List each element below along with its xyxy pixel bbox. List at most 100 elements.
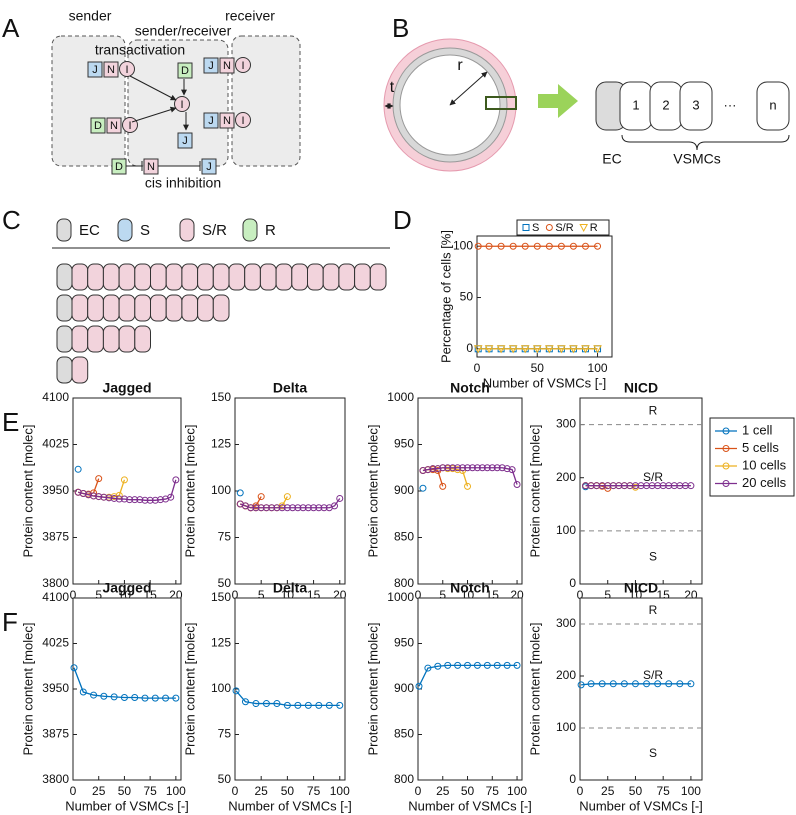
y-tick-label: 900 [394,681,414,695]
chart-title: Delta [273,380,307,396]
marker [100,692,108,700]
label: VSMCs [673,151,720,167]
marker [273,504,281,512]
marker [257,504,265,512]
marker [141,694,149,702]
legend-swatch [242,218,258,242]
marker [497,242,505,250]
marker [503,465,511,473]
sr-cell [338,263,356,291]
marker [241,698,249,706]
marker [419,467,427,475]
sr-cell [275,263,293,291]
y-tick-label: 1000 [387,590,414,604]
marker [520,345,530,354]
sr-cell [165,294,183,322]
brace [621,134,790,151]
cell-box [231,35,301,167]
label: N [147,161,155,173]
legend-label: 10 cells [742,457,787,472]
y-tick-label: 150 [211,590,231,604]
marker [483,464,491,472]
axes-box [579,597,703,781]
sr-cell [150,263,167,291]
marker [252,700,260,708]
marker [320,504,328,512]
label: N [110,120,118,132]
marker [439,482,447,490]
y-tick-label: 950 [394,437,414,451]
axes-box [417,397,523,585]
molecule [203,57,219,74]
y-tick-label: 0 [569,576,576,590]
x-tick-label: 0 [70,588,77,602]
x-tick-label: 100 [166,784,186,798]
panel-label: A [2,13,20,43]
y-tick-label: 75 [218,727,232,741]
y-tick-label: 50 [218,772,232,786]
x-axis-label: Number of VSMCs [-] [228,798,352,813]
molecule [177,132,193,149]
sr-cell [259,263,277,291]
chart-title: NICD [624,580,658,596]
molecule [87,61,103,78]
molecule [90,117,106,134]
legend-swatch [179,218,195,242]
vsmc-cell [756,81,790,131]
marker [289,504,297,512]
chart-title: Jagged [102,380,151,396]
x-tick-label: 0 [415,784,422,798]
legend-label: S [532,222,539,234]
chart-title: Jagged [102,580,151,596]
y-tick-label: 950 [394,636,414,650]
y-axis-label: Protein content [molec] [527,425,542,558]
marker [424,664,432,672]
marker [464,464,472,472]
y-tick-label: 100 [556,523,576,537]
label: r [457,57,463,74]
marker [484,345,494,354]
sr-cell [118,325,136,353]
marker [236,489,244,497]
marker [722,480,730,487]
legend-label: 20 cells [742,475,787,490]
marker [131,693,139,701]
y-tick-label: 1000 [387,390,414,404]
x-axis-label: Number of VSMCs [-] [408,798,532,813]
marker [643,680,651,688]
sr-cell [118,263,136,291]
molecule [201,158,217,175]
marker [257,493,265,501]
x-tick-label: 100 [330,784,350,798]
marker [262,504,270,512]
sr-cell [87,325,104,353]
ec-cell [56,263,73,291]
marker [415,682,423,690]
x-axis-label: Number of VSMCs [-] [483,375,607,390]
region-label: R [649,603,658,617]
marker [126,496,134,504]
marker [454,661,462,669]
marker [74,488,82,496]
label: I [241,115,244,127]
marker [79,688,87,696]
marker [473,345,483,354]
y-axis-label: Protein content [molec] [365,425,380,558]
y-tick-label: 3800 [42,576,69,590]
marker [631,680,639,688]
marker [493,464,501,472]
marker [449,464,457,472]
legend-label: S [140,222,150,239]
molecule [219,57,235,74]
marker [557,242,565,250]
label: I [180,99,183,111]
label: I [125,64,128,76]
marker [95,475,103,483]
sr-cell [197,294,214,322]
x-tick-label: 0 [232,784,239,798]
series-line [422,467,518,485]
label: cis inhibition [145,175,221,191]
marker [444,464,452,472]
marker [331,502,339,510]
